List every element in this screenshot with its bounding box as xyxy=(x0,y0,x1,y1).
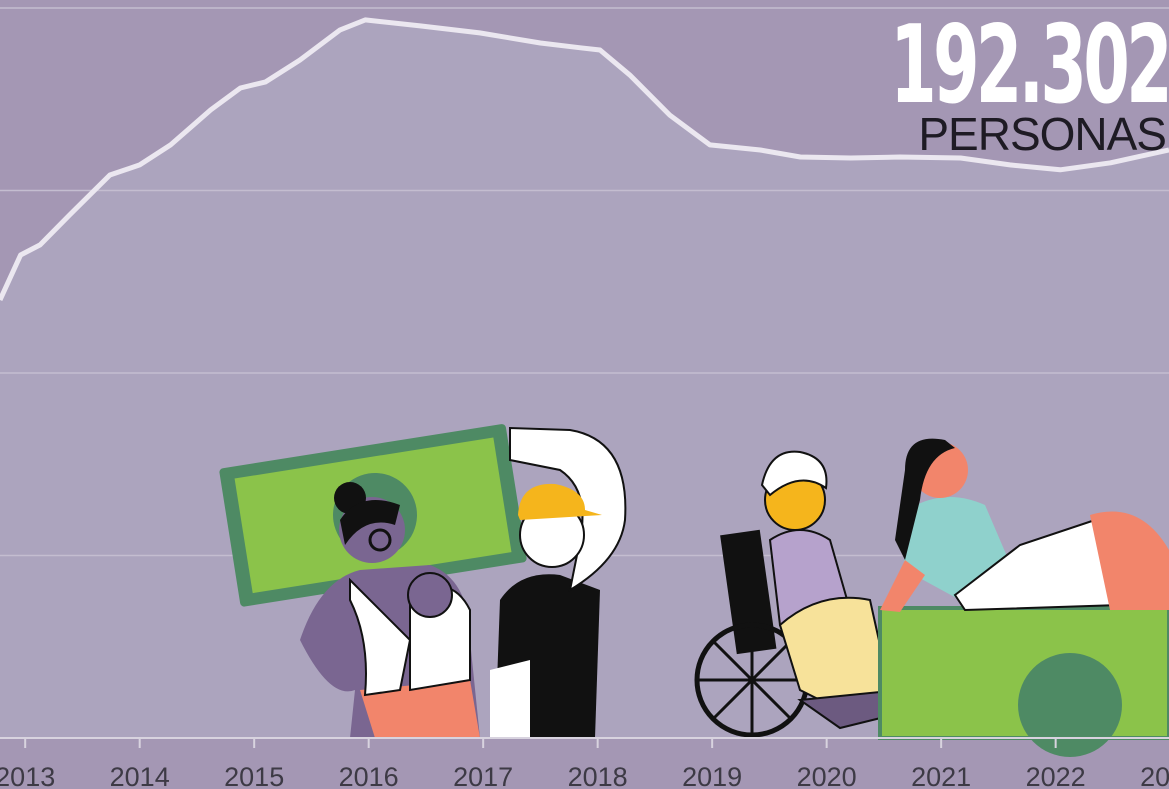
x-tick-label: 2021 xyxy=(911,762,971,789)
x-tick-label: 2014 xyxy=(110,762,170,789)
x-tick-label: 2022 xyxy=(1026,762,1086,789)
x-tick-label: 2019 xyxy=(682,762,742,789)
x-tick-label: 2016 xyxy=(339,762,399,789)
headline-unit: PERSONAS xyxy=(918,108,1166,160)
x-tick-label: 2013 xyxy=(0,762,55,789)
x-tick-label: 2018 xyxy=(568,762,628,789)
x-tick-label: 2015 xyxy=(224,762,284,789)
x-tick-label: 2020 xyxy=(797,762,857,789)
chart: 2013 2014 2015 2016 2017 2018 2019 2020 2021 2022… xyxy=(0,0,1169,789)
x-tick-label: 2023 xyxy=(1140,762,1169,789)
x-tick-label: 2017 xyxy=(453,762,513,789)
